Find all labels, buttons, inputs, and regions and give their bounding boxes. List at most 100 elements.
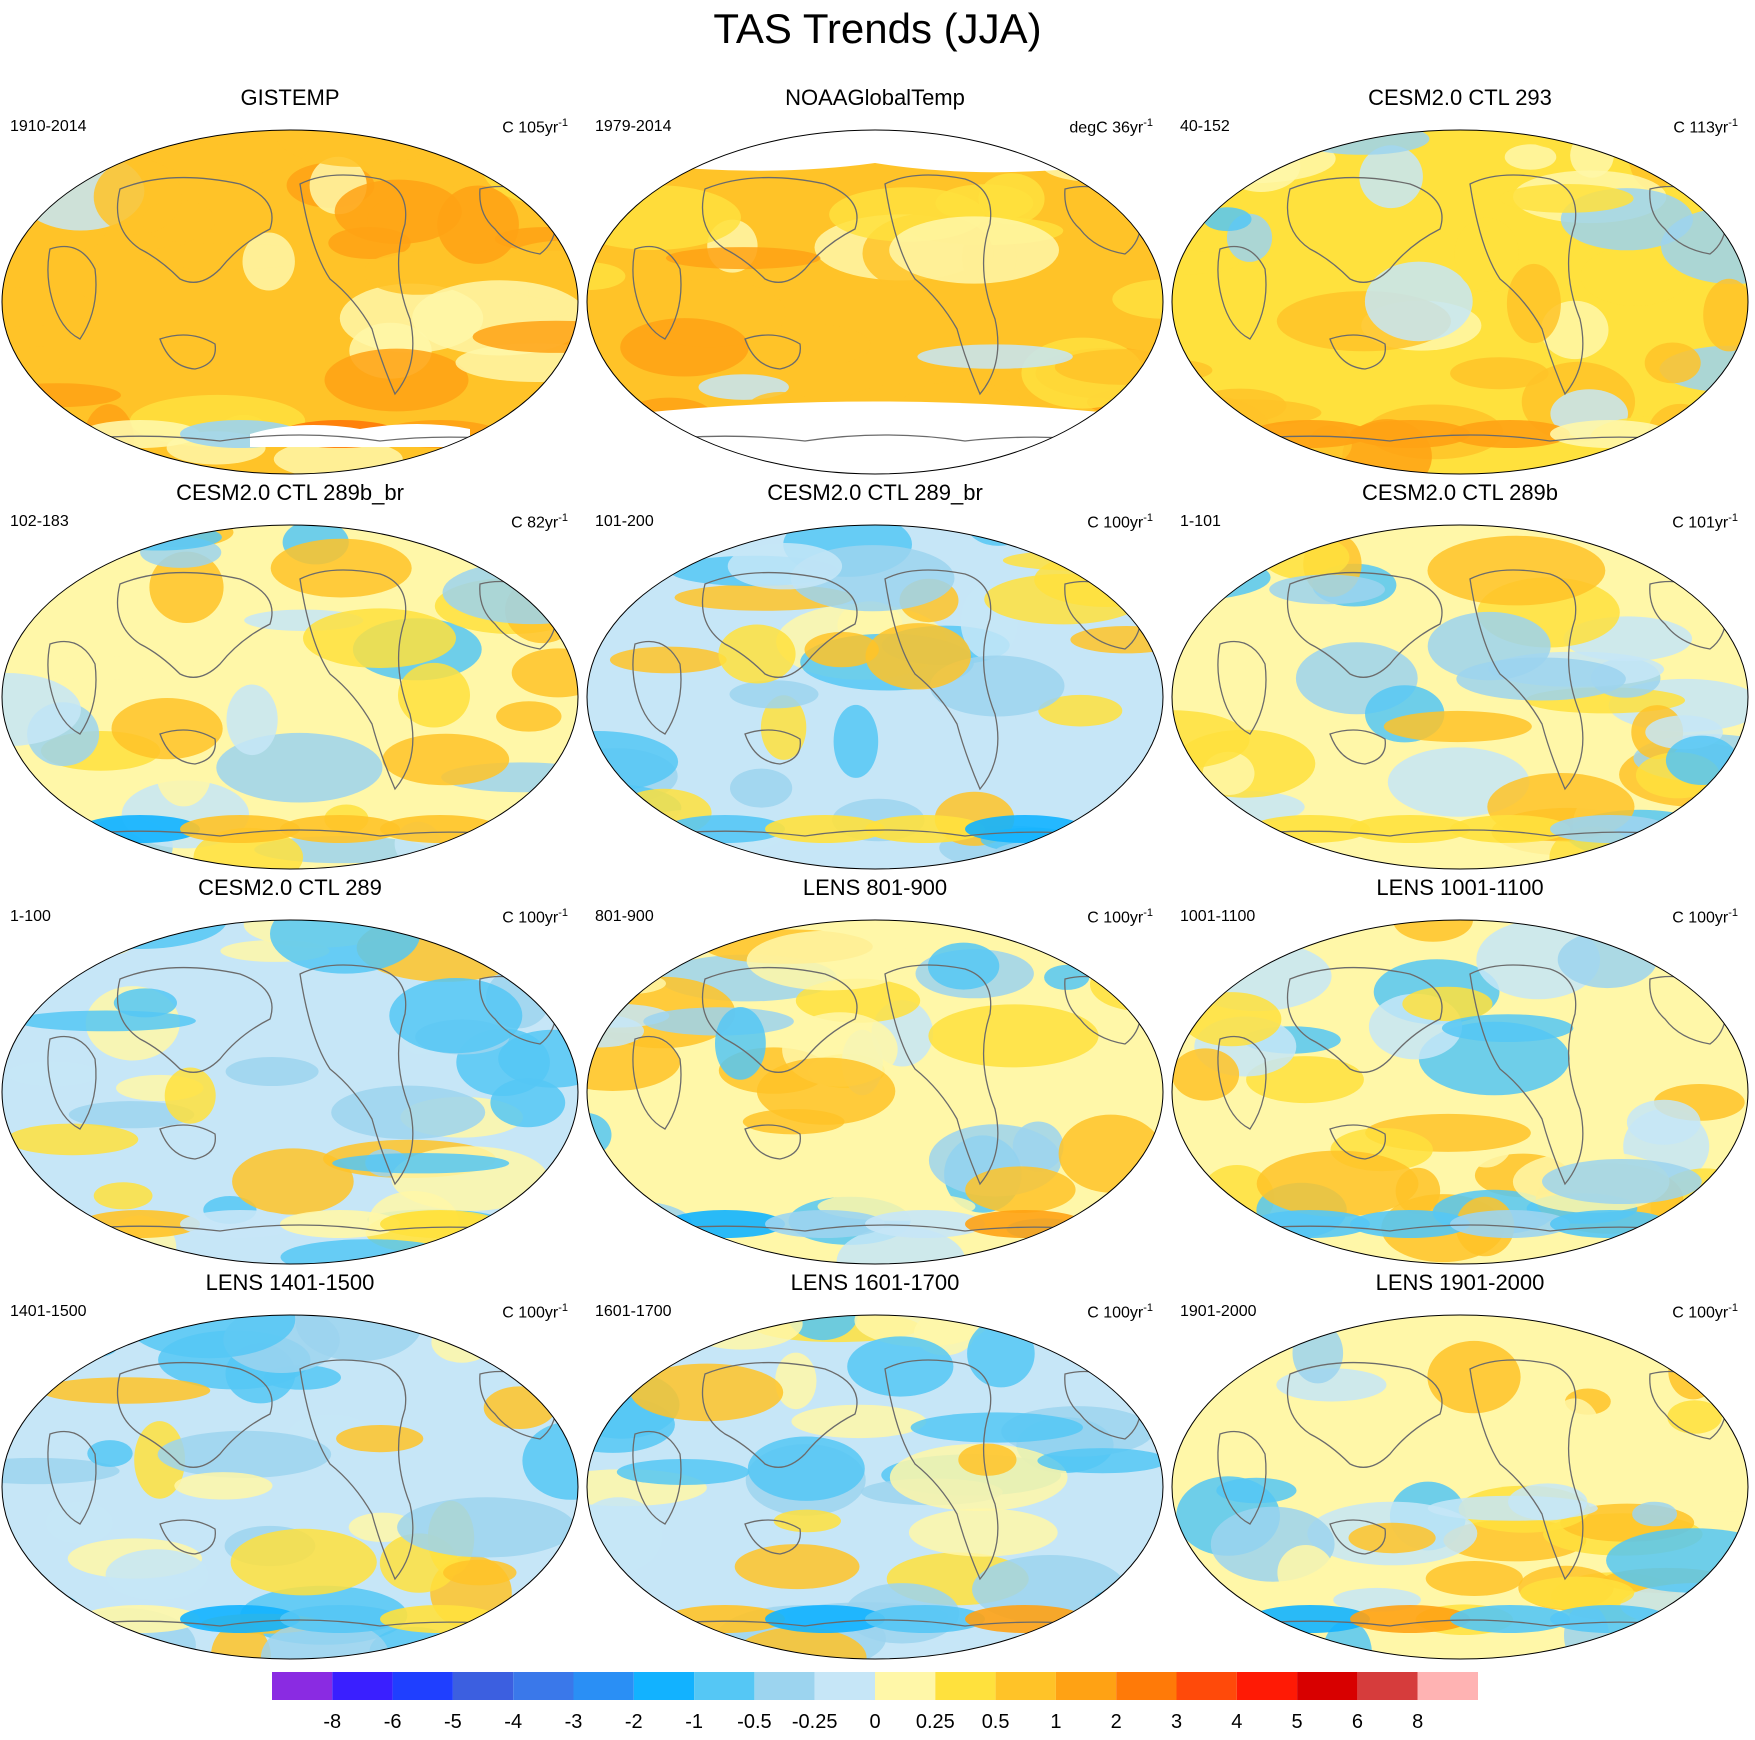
southern-ocean-anomaly [1450, 420, 1570, 448]
colorbar-swatch [754, 1672, 815, 1700]
southern-ocean-anomaly [1450, 1210, 1570, 1238]
trend-anomaly [1633, 527, 1710, 571]
colorbar-label: 1 [1050, 1711, 1062, 1733]
trend-anomaly [6, 1061, 100, 1087]
southern-ocean-anomaly [1172, 420, 1270, 448]
trend-anomaly [407, 1243, 554, 1264]
map-border [586, 919, 1164, 1265]
coastline [47, 640, 97, 735]
colorbar-swatch [1357, 1672, 1418, 1700]
trend-anomaly [1203, 207, 1252, 232]
coastline [159, 1519, 216, 1555]
map-border [1, 919, 579, 1265]
trend-anomaly [1520, 1576, 1635, 1610]
southern-ocean-anomaly [1550, 420, 1670, 448]
colorbar-label: -6 [383, 1711, 402, 1733]
coastline [159, 1124, 216, 1160]
trend-anomaly [157, 1430, 332, 1478]
map-panel: CESM2.0 CTL 289_br 101-200 C 100yr-1 [585, 480, 1165, 870]
trend-length: 100yr [1103, 1304, 1144, 1322]
map-panel: GISTEMP 1910-2014 C 105yr-1 [0, 85, 580, 475]
southern-ocean-anomaly [765, 1605, 885, 1633]
exponent: -1 [558, 907, 568, 919]
trend-anomaly [917, 344, 1073, 369]
southern-ocean-anomaly [965, 815, 1085, 843]
map-border [1171, 1314, 1749, 1660]
trend-anomaly [1580, 246, 1690, 306]
trend-anomaly [17, 346, 64, 375]
trend-anomaly [225, 1057, 319, 1086]
trend-anomaly [644, 1315, 731, 1344]
colorbar-swatch [814, 1672, 875, 1700]
trend-anomaly [1506, 263, 1561, 344]
trend-length: 100yr [518, 909, 559, 927]
southern-ocean-anomaly [587, 1605, 685, 1633]
trend-anomaly [1206, 1407, 1360, 1448]
colorbar-swatch [1116, 1672, 1177, 1700]
trend-anomaly [1665, 735, 1738, 785]
trend-anomaly [453, 837, 578, 867]
southern-ocean-anomaly [1350, 815, 1470, 843]
trend-anomaly [630, 1363, 784, 1422]
colorbar-swatch [1176, 1672, 1237, 1700]
map-border [1171, 129, 1749, 475]
colorbar-swatch [935, 1672, 996, 1700]
trend-anomaly [1549, 1398, 1601, 1464]
coastline [1286, 966, 1443, 1073]
southern-ocean-anomaly [1065, 1210, 1163, 1238]
coastline [1329, 729, 1386, 765]
trend-anomaly [511, 648, 578, 698]
southern-ocean-anomaly [1350, 1210, 1470, 1238]
colorbar-label: -3 [564, 1711, 583, 1733]
coastline [1217, 640, 1267, 735]
trend-anomaly [760, 695, 807, 760]
units-label: C [1087, 909, 1104, 927]
missing-data-south [250, 424, 470, 447]
coastline [116, 176, 273, 283]
southern-ocean-anomaly [1350, 1605, 1470, 1633]
trend-anomaly [1383, 710, 1532, 743]
trend-anomaly [93, 1182, 153, 1210]
colorbar-swatch [1297, 1672, 1358, 1700]
panel-period: 1-101 [1180, 513, 1221, 530]
trend-anomaly [756, 1057, 896, 1125]
trend-anomaly [483, 1386, 556, 1429]
colorbar-label: -0.5 [737, 1711, 772, 1733]
southern-ocean-anomaly [480, 815, 578, 843]
trend-length: 100yr [1688, 909, 1729, 927]
southern-ocean-anomaly [280, 1210, 400, 1238]
southern-ocean-anomaly [1172, 1210, 1270, 1238]
southern-ocean-anomaly [1550, 815, 1670, 843]
global-map [1171, 1314, 1749, 1660]
trend-anomaly [454, 1315, 557, 1349]
coastline [1286, 571, 1443, 678]
trend-anomaly [226, 684, 278, 756]
colorbar-label: 6 [1351, 1711, 1363, 1733]
colorbar-label: 2 [1110, 1711, 1122, 1733]
southern-ocean-anomaly [1450, 1605, 1570, 1633]
trend-anomaly [232, 1148, 354, 1215]
trend-anomaly [6, 1123, 139, 1156]
southern-ocean-anomaly [1065, 1605, 1163, 1633]
trend-anomaly [1402, 986, 1493, 1022]
southern-ocean-anomaly [587, 1210, 685, 1238]
exponent: -1 [1143, 512, 1153, 524]
panel-units: C 100yr-1 [502, 1298, 568, 1323]
trend-anomaly [507, 821, 552, 869]
coastline [159, 334, 216, 370]
trend-anomaly [1599, 983, 1666, 1015]
southern-ocean-anomaly [280, 815, 400, 843]
exponent: -1 [1143, 117, 1153, 129]
trend-anomaly [1712, 1165, 1748, 1223]
trend-anomaly [1454, 217, 1519, 292]
trend-anomaly [397, 1497, 576, 1558]
trend-anomaly [587, 1226, 688, 1264]
global-map [1, 129, 579, 475]
southern-ocean-anomaly [1650, 1605, 1748, 1633]
panel-units: C 100yr-1 [1087, 1298, 1153, 1323]
colorbar-swatch [875, 1672, 936, 1700]
coastline [1469, 174, 1584, 396]
trend-anomaly [1172, 1048, 1240, 1101]
colorbar-label: -4 [504, 1711, 523, 1733]
trend-anomaly [2, 525, 112, 552]
